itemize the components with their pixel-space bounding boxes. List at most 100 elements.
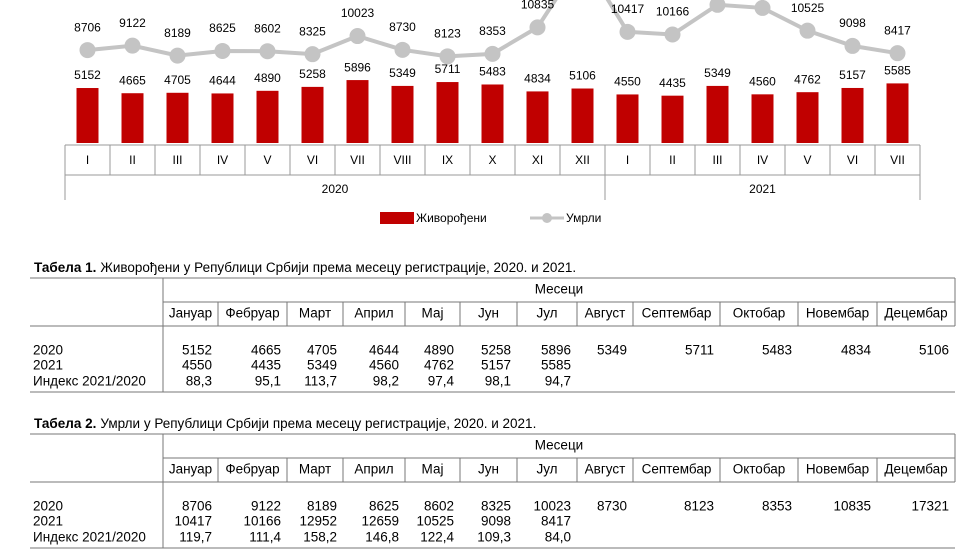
header-group: Месеци bbox=[535, 438, 583, 453]
bar bbox=[211, 93, 234, 143]
cell: 10525 bbox=[416, 514, 454, 529]
cell: 8123 bbox=[684, 499, 714, 514]
bar bbox=[481, 84, 504, 143]
cell: 5711 bbox=[685, 343, 714, 358]
row-label: Индекс 2021/2020 bbox=[33, 374, 146, 389]
bar-label: 5157 bbox=[839, 68, 866, 82]
month-header: Септембар bbox=[642, 462, 712, 477]
month-header: Јул bbox=[536, 462, 557, 477]
x-tick-label: I bbox=[626, 153, 629, 167]
cell: 8189 bbox=[307, 499, 337, 514]
row-label: 2020 bbox=[33, 343, 63, 358]
line-point bbox=[124, 37, 141, 54]
bar-label: 4560 bbox=[749, 75, 776, 89]
cell: 4665 bbox=[251, 343, 281, 358]
bar-label: 4435 bbox=[659, 76, 686, 90]
x-tick-label: XII bbox=[575, 153, 590, 167]
month-header: Фебруар bbox=[225, 306, 279, 321]
cell: 9122 bbox=[251, 499, 281, 514]
x-tick-label: VI bbox=[847, 153, 858, 167]
bar-label: 4834 bbox=[524, 72, 551, 86]
x-tick-label: III bbox=[172, 153, 182, 167]
cell: 8417 bbox=[541, 514, 571, 529]
month-header: Фебруар bbox=[225, 462, 279, 477]
row-label: 2021 bbox=[33, 514, 63, 529]
x-tick-label: XI bbox=[532, 153, 543, 167]
line-point bbox=[394, 41, 411, 58]
month-header: Март bbox=[299, 462, 331, 477]
x-tick-label: X bbox=[488, 153, 496, 167]
cell: 5152 bbox=[182, 343, 212, 358]
x-tick-label: VII bbox=[350, 153, 365, 167]
line-label: 8706 bbox=[74, 20, 101, 34]
row-label: Индекс 2021/2020 bbox=[33, 530, 146, 545]
cell: 8602 bbox=[424, 499, 454, 514]
x-tick-label: VIII bbox=[393, 153, 411, 167]
cell: 84,0 bbox=[545, 530, 571, 545]
cell: 9098 bbox=[481, 514, 511, 529]
bar-label: 4550 bbox=[614, 75, 641, 89]
month-header: Јул bbox=[536, 306, 557, 321]
line-point bbox=[304, 46, 321, 63]
cell: 5585 bbox=[541, 358, 571, 373]
table-title: Табела 1. Живорођени у Републици Србији п… bbox=[34, 260, 576, 275]
bar bbox=[841, 87, 864, 143]
table-title-text: Живорођени у Републици Србији према месе… bbox=[100, 260, 576, 275]
bar bbox=[571, 88, 594, 143]
bar bbox=[706, 85, 729, 143]
month-header: Јануар bbox=[169, 462, 212, 477]
cell: 158,2 bbox=[303, 530, 337, 545]
line-point bbox=[484, 45, 501, 62]
line-label: 8189 bbox=[164, 26, 191, 40]
line-label: 10835 bbox=[521, 0, 555, 12]
cell: 5483 bbox=[762, 343, 792, 358]
cell: 97,4 bbox=[428, 374, 455, 389]
cell: 88,3 bbox=[186, 374, 212, 389]
cell: 8625 bbox=[369, 499, 399, 514]
cell: 119,7 bbox=[179, 530, 212, 545]
group-label: 2020 bbox=[322, 182, 349, 196]
line-label: 10417 bbox=[611, 2, 645, 16]
x-tick-label: VII bbox=[890, 153, 905, 167]
month-header: Новембар bbox=[806, 462, 869, 477]
bar bbox=[436, 82, 459, 143]
month-header: Октобар bbox=[733, 306, 786, 321]
cell: 98,2 bbox=[373, 374, 399, 389]
bar-label: 5711 bbox=[435, 62, 461, 76]
bar bbox=[886, 83, 909, 143]
x-tick-label: IV bbox=[757, 153, 768, 167]
month-header: Октобар bbox=[733, 462, 786, 477]
line-label: 8625 bbox=[209, 21, 236, 35]
cell: 5349 bbox=[597, 343, 627, 358]
month-header: Новембар bbox=[806, 306, 869, 321]
cell: 4644 bbox=[369, 343, 400, 358]
bar-label: 4705 bbox=[164, 73, 191, 87]
bar bbox=[796, 92, 819, 143]
cell: 12659 bbox=[361, 514, 399, 529]
line-point bbox=[79, 42, 96, 59]
x-tick-label: V bbox=[803, 153, 811, 167]
x-tick-label: IV bbox=[217, 153, 228, 167]
table-title: Табела 2. Умрли у Републици Србији према … bbox=[34, 416, 536, 431]
bar bbox=[526, 91, 549, 143]
cell: 10835 bbox=[833, 499, 871, 514]
legend-swatch bbox=[542, 213, 552, 223]
bar bbox=[751, 94, 774, 143]
bar-label: 5349 bbox=[389, 66, 416, 80]
line-point bbox=[529, 19, 546, 36]
bar-label: 4890 bbox=[254, 71, 281, 85]
line-label: 10023 bbox=[341, 6, 375, 20]
bar bbox=[301, 86, 324, 143]
line-point bbox=[169, 47, 186, 64]
cell: 8706 bbox=[182, 499, 212, 514]
legend-label: Умрли bbox=[566, 211, 601, 225]
row-label: 2021 bbox=[33, 358, 63, 373]
line-point bbox=[844, 37, 861, 54]
month-header: Мај bbox=[422, 306, 444, 321]
x-tick-label: II bbox=[669, 153, 676, 167]
month-header: Март bbox=[299, 306, 331, 321]
line-point bbox=[214, 42, 231, 59]
line-label: 9122 bbox=[119, 16, 146, 30]
cell: 111,4 bbox=[249, 530, 281, 545]
cell: 5258 bbox=[481, 343, 511, 358]
